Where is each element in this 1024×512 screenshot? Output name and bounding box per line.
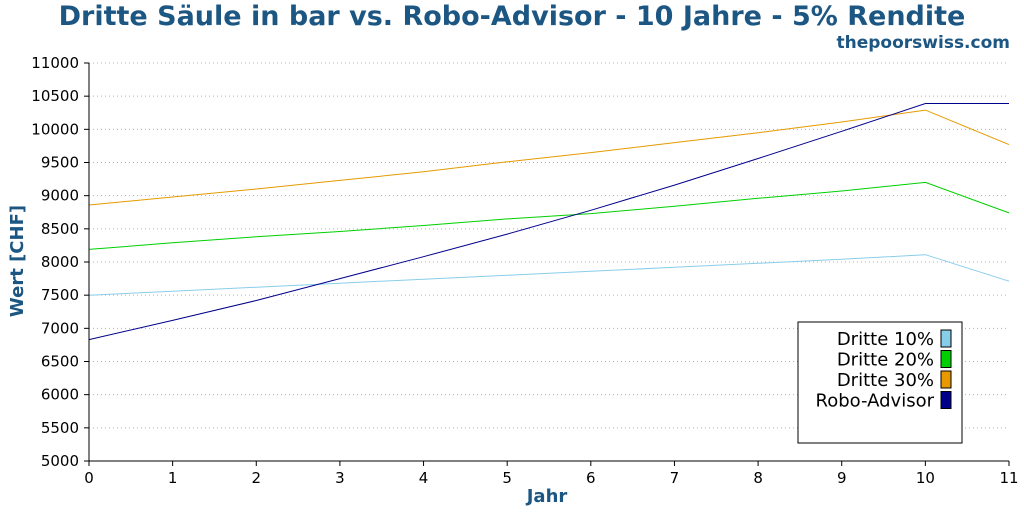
- legend-label: Dritte 30%: [837, 370, 934, 391]
- legend: Dritte 10%Dritte 20%Dritte 30%Robo-Advis…: [797, 321, 963, 444]
- x-axis-label: Jahr: [525, 486, 568, 507]
- y-tick-label: 10000: [31, 120, 79, 138]
- x-tick-label: 5: [502, 469, 512, 487]
- axes: [84, 62, 1010, 466]
- y-axis-label: Wert [CHF]: [7, 205, 28, 317]
- y-tick-label: 10500: [31, 87, 79, 105]
- chart-title: Dritte Säule in bar vs. Robo-Advisor - 1…: [58, 1, 966, 32]
- y-tick-label: 8500: [41, 220, 79, 238]
- x-tick-label: 10: [916, 469, 935, 487]
- x-tick-label: 7: [670, 469, 680, 487]
- legend-label: Dritte 10%: [837, 329, 934, 350]
- series-line-dritte-30-: [88, 109, 1010, 206]
- legend-swatch: [940, 391, 952, 409]
- series-line-dritte-10-: [88, 254, 1010, 296]
- x-tick-label: 3: [335, 469, 345, 487]
- tick-labels: 5000 5500 6000 6500 7000 7500 8000 8500 9000 9500…: [31, 54, 1018, 487]
- x-tick-label: 6: [586, 469, 596, 487]
- y-tick-label: 6500: [41, 353, 79, 371]
- legend-swatch: [940, 350, 952, 368]
- y-tick-label: 9000: [41, 187, 79, 205]
- y-tick-label: 5500: [41, 419, 79, 437]
- series-lines: [88, 103, 1010, 341]
- grid-lines: [89, 62, 1009, 429]
- y-tick-label: 11000: [31, 54, 79, 72]
- series-line-dritte-20-: [88, 181, 1010, 250]
- x-tick-label: 1: [168, 469, 178, 487]
- y-tick-label: 7000: [41, 319, 79, 337]
- x-tick-label: 9: [837, 469, 847, 487]
- y-tick-label: 7500: [41, 286, 79, 304]
- legend-label: Robo-Advisor: [816, 391, 935, 412]
- legend-box: [797, 321, 963, 444]
- x-tick-label: 2: [251, 469, 261, 487]
- series-line-robo-advisor: [88, 103, 1009, 341]
- legend-swatch: [940, 329, 952, 348]
- legend-swatch: [940, 370, 952, 389]
- legend-label: Dritte 20%: [837, 350, 934, 371]
- x-tick-label: 4: [419, 469, 429, 487]
- y-tick-label: 9500: [41, 154, 79, 172]
- chart-subtitle: thepoorswiss.com: [836, 33, 1011, 53]
- x-tick-label: 11: [999, 469, 1018, 487]
- y-tick-label: 5000: [41, 452, 79, 470]
- y-tick-label: 6000: [41, 386, 79, 404]
- x-tick-label: 8: [753, 469, 763, 487]
- x-tick-label: 0: [84, 469, 94, 487]
- y-tick-label: 8000: [41, 253, 79, 271]
